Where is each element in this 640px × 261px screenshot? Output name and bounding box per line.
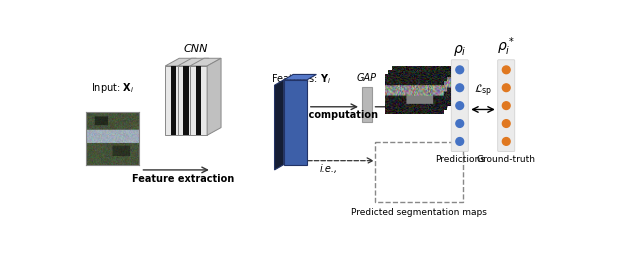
Circle shape bbox=[502, 66, 510, 74]
FancyBboxPatch shape bbox=[451, 60, 468, 151]
Text: Ground-truth: Ground-truth bbox=[477, 155, 536, 164]
Text: CNN: CNN bbox=[184, 44, 209, 54]
Text: $\rho_i$: $\rho_i$ bbox=[453, 43, 467, 57]
Polygon shape bbox=[195, 58, 209, 135]
Circle shape bbox=[502, 102, 510, 109]
Bar bbox=[196, 66, 202, 135]
Bar bbox=[165, 66, 182, 135]
Text: Feature extraction: Feature extraction bbox=[132, 174, 234, 184]
Text: $\rho_i^*$: $\rho_i^*$ bbox=[497, 35, 515, 57]
Bar bbox=[184, 66, 189, 135]
Text: Features: $\mathbf{Y}_i$: Features: $\mathbf{Y}_i$ bbox=[271, 72, 331, 86]
FancyBboxPatch shape bbox=[375, 142, 463, 202]
Circle shape bbox=[456, 138, 463, 145]
Circle shape bbox=[502, 138, 510, 145]
Circle shape bbox=[456, 120, 463, 127]
Polygon shape bbox=[165, 58, 196, 66]
FancyBboxPatch shape bbox=[498, 60, 515, 151]
Bar bbox=[171, 66, 177, 135]
Polygon shape bbox=[284, 74, 316, 80]
Polygon shape bbox=[190, 58, 221, 66]
Polygon shape bbox=[207, 58, 221, 135]
Text: $\mathcal{L}_{\mathrm{sp}}$: $\mathcal{L}_{\mathrm{sp}}$ bbox=[474, 83, 492, 99]
Bar bbox=[284, 80, 307, 164]
Circle shape bbox=[456, 66, 463, 74]
Circle shape bbox=[502, 84, 510, 92]
Text: SP computation: SP computation bbox=[291, 110, 378, 120]
Bar bbox=[362, 87, 372, 122]
Circle shape bbox=[456, 102, 463, 109]
Text: Predictions: Predictions bbox=[435, 155, 484, 164]
Text: GAP: GAP bbox=[356, 73, 377, 83]
Text: Input: $\mathbf{X}_i$: Input: $\mathbf{X}_i$ bbox=[91, 81, 134, 95]
Text: i.e.,: i.e., bbox=[320, 164, 338, 174]
Bar bbox=[178, 66, 195, 135]
Circle shape bbox=[502, 120, 510, 127]
Text: Predicted segmentation maps: Predicted segmentation maps bbox=[351, 209, 487, 217]
Polygon shape bbox=[178, 58, 209, 66]
Polygon shape bbox=[182, 58, 196, 135]
Bar bbox=[190, 66, 207, 135]
Circle shape bbox=[456, 84, 463, 92]
Polygon shape bbox=[275, 80, 284, 170]
